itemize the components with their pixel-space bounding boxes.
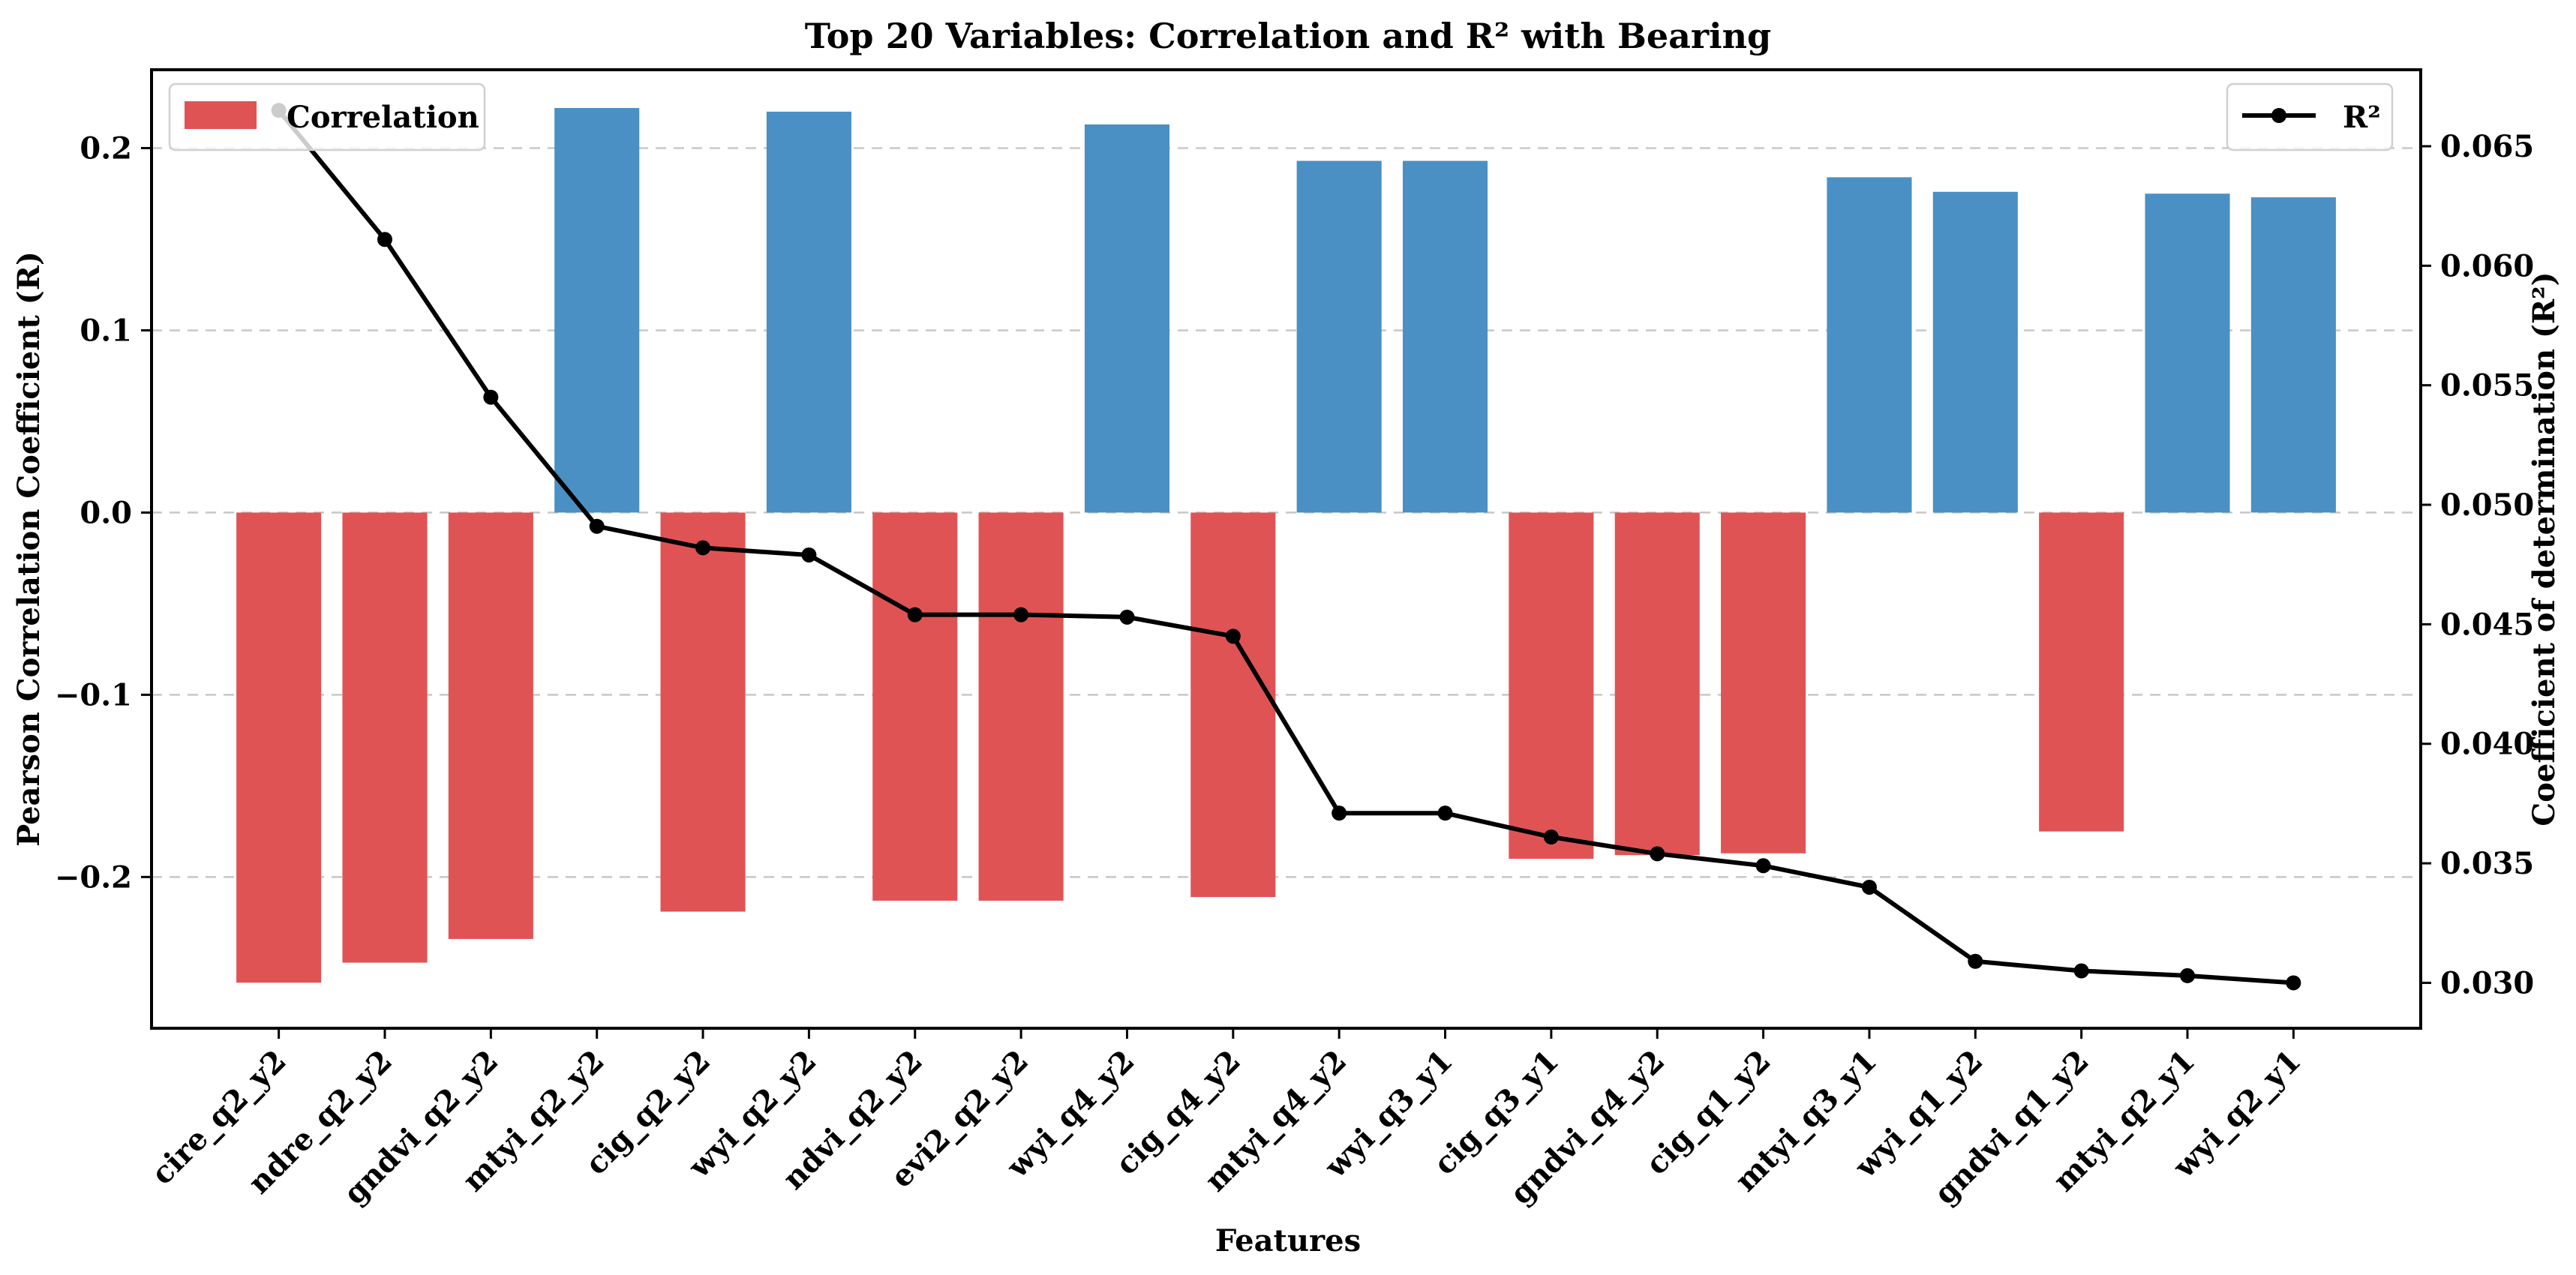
r2-point-gndvi_q2_y2 (483, 389, 499, 405)
r2-point-mtyi_q2_y1 (2180, 968, 2196, 983)
legend-correlation-label: Correlation (287, 100, 479, 135)
bar-cig_q4_y2 (1190, 512, 1276, 898)
y-right-tick-label: 0.045 (2440, 607, 2534, 642)
r2-point-wyi_q2_y2 (801, 547, 817, 562)
bar-cig_q3_y1 (1509, 512, 1594, 860)
x-axis-label: Features (1215, 1223, 1361, 1258)
r2-point-mtyi_q3_y1 (1861, 879, 1877, 895)
left-y-axis: −0.2 −0.1 0.0 0.1 0.2 (55, 130, 152, 895)
r2-point-evi2_q2_y2 (1013, 607, 1029, 622)
bar-evi2_q2_y2 (978, 512, 1064, 901)
r2-point-wyi_q2_y1 (2286, 975, 2301, 991)
bar-ndre_q2_y2 (342, 512, 428, 963)
r2-point-ndre_q2_y2 (377, 232, 392, 248)
r2-point-cig_q2_y2 (695, 540, 711, 556)
plot-frame (150, 68, 2422, 1030)
r2-point-gndvi_q1_y2 (2073, 963, 2089, 979)
r2-point-ndvi_q2_y2 (907, 607, 923, 622)
r2-point-cig_q4_y2 (1225, 628, 1241, 644)
y-axis-label-left: Pearson Correlation Coefficient (R) (11, 251, 47, 847)
r2-point-mtyi_q2_y2 (589, 518, 605, 534)
legend-r2-label: R² (2343, 100, 2381, 135)
bar-cig_q1_y2 (1721, 512, 1806, 854)
bar-cire_q2_y2 (236, 512, 322, 983)
y-tick-label: −0.2 (55, 860, 132, 895)
bar-layer (236, 108, 2336, 983)
y-tick-label: −0.1 (55, 677, 132, 712)
right-y-axis: 0.030 0.035 0.040 0.045 0.050 0.055 0.060 0.065 (2421, 129, 2534, 1000)
r2-point-cig_q3_y1 (1543, 830, 1559, 845)
y-tick-label: 0.0 (80, 495, 132, 530)
bar-mtyi_q2_y1 (2145, 194, 2230, 513)
y-right-tick-label: 0.050 (2440, 488, 2534, 523)
r2-point-mtyi_q4_y2 (1332, 806, 1347, 821)
line-layer (271, 103, 2301, 991)
bar-wyi_q2_y1 (2250, 197, 2336, 513)
chart-title: Top 20 Variables: Correlation and R² wit… (805, 16, 1771, 56)
r2-line (277, 109, 2294, 986)
y-right-tick-label: 0.040 (2440, 727, 2534, 762)
bar-gndvi_q4_y2 (1614, 512, 1700, 856)
bar-gndvi_q2_y2 (448, 512, 533, 939)
bar-wyi_q1_y2 (1932, 191, 2018, 513)
legend-r2: R² (2226, 82, 2394, 152)
y-axis-label-right: Coefficient of determination (R²) (2526, 272, 2562, 826)
legend-correlation: Correlation (168, 82, 486, 152)
y-right-tick-label: 0.035 (2440, 846, 2534, 881)
y-right-tick-label: 0.065 (2440, 129, 2534, 164)
y-tick-label: 0.2 (80, 130, 132, 166)
bar-wyi_q3_y1 (1402, 160, 1488, 513)
y-right-tick-label: 0.055 (2440, 368, 2534, 404)
legend-correlation-box (168, 82, 486, 152)
r2-point-cig_q1_y2 (1755, 858, 1771, 874)
legend-r2-marker (2271, 108, 2286, 123)
r2-point-gndvi_q4_y2 (1650, 846, 1665, 862)
y-right-tick-label: 0.030 (2440, 965, 2534, 1000)
bar-mtyi_q3_y1 (1827, 177, 1912, 513)
r2-point-wyi_q1_y2 (1968, 953, 1983, 969)
bar-ndvi_q2_y2 (872, 512, 958, 901)
bar-mtyi_q2_y2 (554, 108, 640, 513)
bar-gndvi_q1_y2 (2039, 512, 2124, 832)
bar-mtyi_q4_y2 (1296, 160, 1382, 513)
y-tick-label: 0.1 (80, 313, 132, 348)
bar-wyi_q4_y2 (1084, 124, 1170, 513)
bar-wyi_q2_y2 (766, 111, 851, 513)
legend-correlation-swatch (185, 101, 257, 129)
x-axis: cire_q2_y2ndre_q2_y2gndvi_q2_y2mtyi_q2_y… (145, 1028, 2307, 1211)
r2-point-wyi_q4_y2 (1119, 609, 1135, 625)
y-right-tick-label: 0.060 (2440, 248, 2534, 284)
bar-cig_q2_y2 (660, 512, 746, 912)
r2-point-wyi_q3_y1 (1437, 806, 1453, 821)
